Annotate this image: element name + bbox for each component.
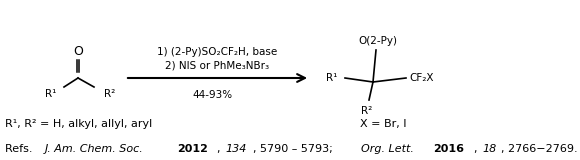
Text: , 5790 – 5793;: , 5790 – 5793;	[253, 144, 336, 154]
Text: R¹: R¹	[325, 73, 337, 83]
Text: CF₂X: CF₂X	[409, 73, 433, 83]
Text: Org. Lett.: Org. Lett.	[361, 144, 414, 154]
Text: 134: 134	[226, 144, 247, 154]
Text: 44-93%: 44-93%	[193, 90, 233, 100]
Text: R¹, R² = H, alkyl, allyl, aryl: R¹, R² = H, alkyl, allyl, aryl	[5, 119, 152, 129]
Text: 2016: 2016	[433, 144, 465, 154]
Text: R²: R²	[104, 89, 115, 99]
Text: ,: ,	[473, 144, 481, 154]
Text: Refs.: Refs.	[5, 144, 36, 154]
Text: , 2766−2769.: , 2766−2769.	[501, 144, 578, 154]
Text: O: O	[73, 45, 83, 58]
Text: O(2-Py): O(2-Py)	[358, 36, 397, 46]
Text: X = Br, I: X = Br, I	[360, 119, 407, 129]
Text: 1) (2-Py)SO₂CF₂H, base: 1) (2-Py)SO₂CF₂H, base	[157, 47, 278, 57]
Text: 2012: 2012	[177, 144, 208, 154]
Text: R¹: R¹	[45, 89, 56, 99]
Text: ,: ,	[217, 144, 224, 154]
Text: 2) NIS or PhMe₃NBr₃: 2) NIS or PhMe₃NBr₃	[165, 60, 270, 70]
Text: J. Am. Chem. Soc.: J. Am. Chem. Soc.	[45, 144, 144, 154]
Text: 18: 18	[483, 144, 497, 154]
Text: R²: R²	[361, 106, 372, 116]
